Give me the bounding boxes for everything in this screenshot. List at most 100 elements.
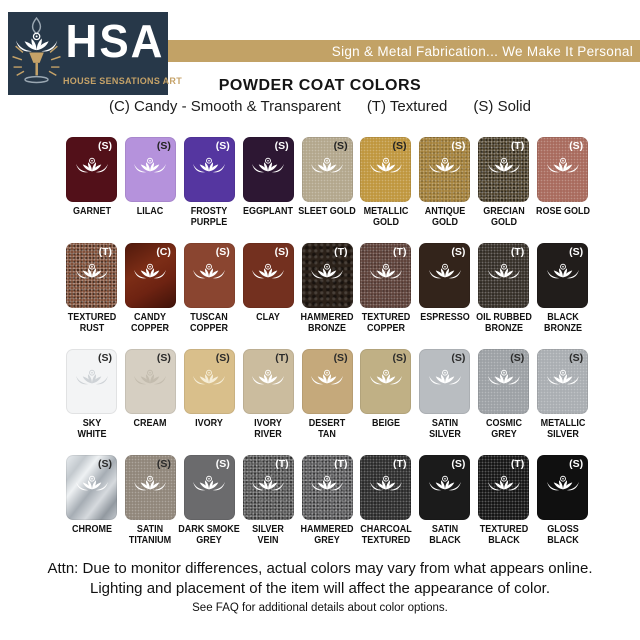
color-swatch: (S) <box>419 137 471 202</box>
color-swatch: (T) <box>66 243 117 308</box>
color-name: TEXTURED COPPER <box>361 312 411 335</box>
finish-code-label: (S) <box>215 246 230 258</box>
swatch-grid: (S) GARNET (S) LILAC (S) <box>66 137 590 561</box>
lotus-icon <box>252 369 285 385</box>
swatch-cell: (T) TEXTURED COPPER <box>360 243 412 349</box>
color-name: CHARCOAL TEXTURED <box>360 524 412 547</box>
lotus-icon <box>546 369 579 385</box>
lotus-icon <box>252 263 285 279</box>
swatch-cell: (S) DARK SMOKE GREY <box>179 455 240 561</box>
lotus-icon <box>252 157 285 173</box>
color-name: GRECIAN GOLD <box>482 206 525 229</box>
monitor-disclaimer: Attn: Due to monitor differences, actual… <box>0 559 640 599</box>
color-name: METALLIC GOLD <box>363 206 409 229</box>
color-name: TEXTURED BLACK <box>479 524 528 547</box>
finish-code-label: (S) <box>215 458 230 470</box>
lotus-icon <box>370 475 402 491</box>
finish-code-label: (T) <box>275 352 289 364</box>
color-name: SATIN BLACK <box>429 524 461 547</box>
tagline-banner: Sign & Metal Fabrication... We Make It P… <box>168 40 640 62</box>
swatch-cell: (S) LILAC <box>124 137 176 243</box>
disclaimer-line-2: Lighting and placement of the item will … <box>89 580 550 597</box>
lotus-icon <box>193 475 226 491</box>
finish-code-label: (T) <box>510 458 525 470</box>
swatch-cell: (S) BEIGE <box>360 349 412 455</box>
finish-code-label: (S) <box>98 140 112 152</box>
lotus-icon <box>252 475 285 491</box>
swatch-cell: (S) GLOSS BLACK <box>537 455 589 561</box>
color-name: IVORY <box>195 418 224 429</box>
swatch-cell: (T) OIL RUBBED BRONZE <box>476 243 532 349</box>
finish-code-label: (S) <box>569 246 584 258</box>
swatch-cell: (S) SATIN SILVER <box>419 349 471 455</box>
color-swatch: (S) <box>242 243 294 308</box>
swatch-cell: (S) ANTIQUE GOLD <box>419 137 471 243</box>
lotus-icon <box>134 369 167 385</box>
color-swatch: (S) <box>124 349 176 414</box>
color-swatch: (S) <box>124 137 176 202</box>
swatch-cell: (S) SKY WHITE <box>66 349 117 455</box>
finish-code-label: (S) <box>451 458 466 470</box>
swatch-cell: (S) CLAY <box>242 243 294 349</box>
hsa-logo: HSA HOUSE SENSATIONS ART <box>8 12 183 95</box>
color-swatch: (S) <box>419 243 471 308</box>
finish-code-label: (S) <box>215 352 230 364</box>
color-swatch: (S) <box>419 349 471 414</box>
color-swatch: (T) <box>242 349 294 414</box>
logo-subtitle: HOUSE SENSATIONS ART <box>63 76 183 86</box>
swatch-cell: (S) SLEET GOLD <box>298 137 356 243</box>
swatch-cell: (C) CANDY COPPER <box>124 243 176 349</box>
lotus-icon <box>75 157 108 173</box>
finish-code-label: (T) <box>510 140 525 152</box>
color-name: BLACK BRONZE <box>543 312 582 335</box>
swatch-cell: (T) HAMMERED GREY <box>301 455 354 561</box>
color-swatch: (T) <box>360 455 412 520</box>
color-swatch: (S) <box>537 455 589 520</box>
swatch-cell: (S) ROSE GOLD <box>536 137 590 243</box>
color-name: HAMMERED BRONZE <box>300 312 354 335</box>
color-swatch: (T) <box>360 243 412 308</box>
lotus-icon <box>487 157 520 173</box>
finish-code-label: (T) <box>393 458 407 470</box>
color-swatch: (S) <box>124 455 176 520</box>
color-name: SATIN TITANIUM <box>129 524 172 547</box>
finish-code-label: (S) <box>510 352 525 364</box>
swatch-cell: (T) IVORY RIVER <box>242 349 294 455</box>
swatch-cell: (S) EGGPLANT <box>242 137 294 243</box>
color-swatch: (C) <box>124 243 176 308</box>
finish-code-label: (S) <box>156 458 171 470</box>
color-swatch: (S) <box>537 243 589 308</box>
color-swatch: (S) <box>301 137 353 202</box>
swatch-cell: (S) METALLIC SILVER <box>537 349 589 455</box>
lotus-icon <box>428 369 461 385</box>
color-name: CHROME <box>71 524 112 535</box>
swatch-cell: (S) FROSTY PURPLE <box>183 137 235 243</box>
finish-code-label: (S) <box>569 458 584 470</box>
swatch-cell: (T) TEXTURED BLACK <box>478 455 530 561</box>
color-swatch: (T) <box>478 455 530 520</box>
color-name: SILVER VEIN <box>252 524 285 547</box>
color-swatch: (T) <box>301 243 353 308</box>
color-name: GARNET <box>72 206 111 217</box>
lotus-icon <box>370 263 402 279</box>
color-name: GLOSS BLACK <box>546 524 579 547</box>
color-name: HAMMERED GREY <box>300 524 354 547</box>
finish-code-label: (S) <box>98 458 112 470</box>
page-title: POWDER COAT COLORS <box>218 77 422 94</box>
finish-code-label: (S) <box>274 140 289 152</box>
swatch-cell: (T) TEXTURED RUST <box>66 243 117 349</box>
swatch-cell: (S) CHROME <box>66 455 117 561</box>
lotus-icon <box>546 263 579 279</box>
finish-code-label: (T) <box>334 458 348 470</box>
color-name: CANDY COPPER <box>131 312 170 335</box>
color-name: OIL RUBBED BRONZE <box>475 312 532 335</box>
finish-code-label: (S) <box>392 140 407 152</box>
swatch-cell: (S) CREAM <box>124 349 176 455</box>
finish-code-label: (S) <box>392 352 407 364</box>
color-swatch: (S) <box>183 349 235 414</box>
finish-code-label: (S) <box>215 140 230 152</box>
lotus-icon <box>487 475 520 491</box>
faq-note: See FAQ for additional details about col… <box>192 602 448 614</box>
color-swatch: (S) <box>360 137 412 202</box>
lotus-icon <box>134 475 167 491</box>
